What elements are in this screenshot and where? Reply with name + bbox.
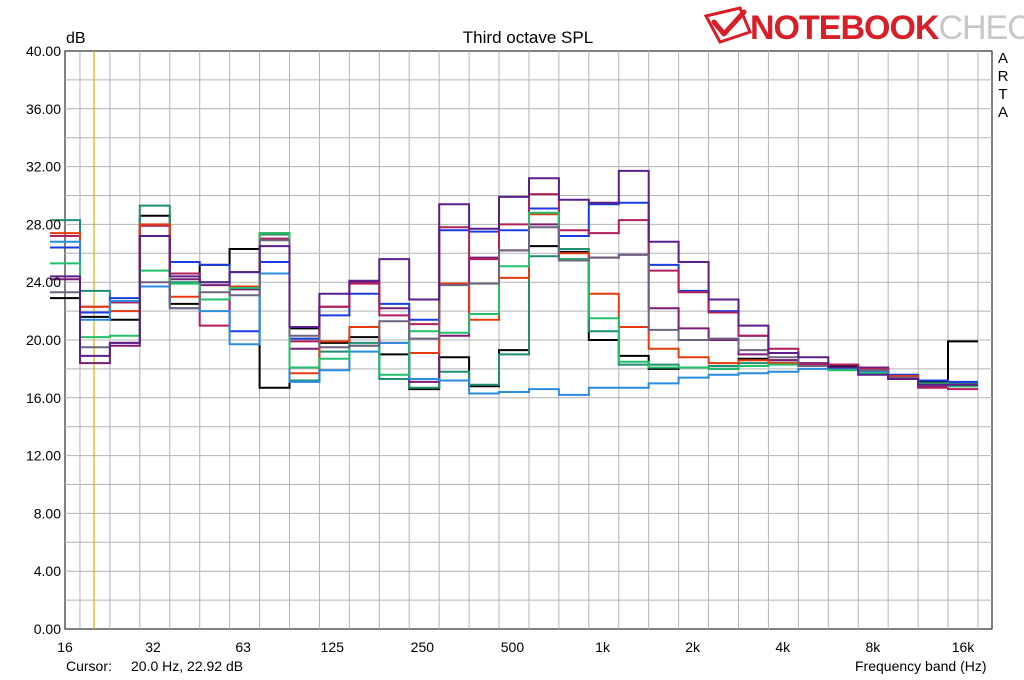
x-tick-label: 125: [321, 639, 345, 655]
checkmark-logo-icon: [703, 6, 753, 44]
x-tick-label: 32: [145, 639, 161, 655]
series-line: [50, 240, 978, 396]
y-tick-label: 24.00: [26, 274, 61, 290]
cursor-readout: 20.0 Hz, 22.92 dB: [131, 658, 244, 674]
y-tick-label: 4.00: [34, 563, 61, 579]
y-axis-unit: dB: [66, 30, 86, 47]
arta-letter: A: [997, 50, 1008, 67]
x-tick-labels: 16 32 63 125 250 500 1k 2k 4k 8k 16k: [57, 639, 975, 655]
y-tick-label: 12.00: [26, 448, 61, 464]
x-tick-label: 1k: [595, 639, 611, 655]
y-tick-labels: 0.00 4.00 8.00 12.00 16.00 20.00 24.00 28.00 32.…: [26, 43, 61, 637]
y-tick-label: 20.00: [26, 332, 61, 348]
x-tick-label: 250: [411, 639, 435, 655]
y-tick-label: 28.00: [26, 216, 61, 232]
x-tick-label: 63: [235, 639, 251, 655]
x-tick-label: 16: [57, 639, 73, 655]
y-tick-label: 40.00: [26, 43, 61, 59]
arta-label: A R T A: [997, 50, 1009, 122]
x-tick-label: 8k: [865, 639, 881, 655]
arta-letter: A: [997, 104, 1008, 121]
y-tick-label: 16.00: [26, 390, 61, 406]
logo-word-light: CHECK: [938, 9, 1024, 47]
cursor-label: Cursor:: [66, 658, 112, 674]
y-tick-label: 36.00: [26, 101, 61, 117]
x-axis-label: Frequency band (Hz): [855, 658, 987, 674]
x-tick-label: 500: [501, 639, 525, 655]
logo-word-bold: NOTEBOOK: [750, 9, 939, 47]
notebookcheck-logo: NOTEBOOKCHECK: [700, 2, 1024, 54]
x-tick-label: 4k: [775, 639, 791, 655]
y-tick-label: 0.00: [34, 621, 61, 637]
y-tick-label: 32.00: [26, 159, 61, 175]
series-group: [50, 169, 978, 396]
series-line: [50, 169, 978, 386]
series-line: [50, 226, 978, 386]
chart-title: Third octave SPL: [463, 28, 593, 47]
arta-letter: T: [998, 86, 1008, 103]
arta-letter: R: [997, 68, 1009, 85]
x-tick-label: 16k: [952, 639, 976, 655]
x-tick-label: 2k: [685, 639, 701, 655]
y-tick-label: 8.00: [34, 505, 61, 521]
